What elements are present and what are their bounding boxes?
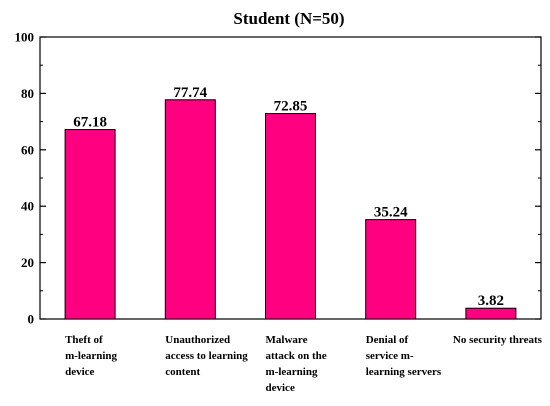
x-category-label-line: learning servers xyxy=(366,366,442,378)
data-label: 77.74 xyxy=(173,85,207,101)
x-category-label-line: Denial of xyxy=(366,334,409,346)
bar xyxy=(465,307,517,320)
x-category-label: Theft of m-learning device xyxy=(65,334,117,378)
data-label: 67.18 xyxy=(73,115,107,131)
x-category-label-line: device xyxy=(65,366,94,378)
bar xyxy=(265,113,316,320)
x-category-label: No security threats xyxy=(453,334,543,346)
x-category-label-line: attack on the xyxy=(266,350,327,362)
data-label: 35.24 xyxy=(374,205,408,221)
y-tick-label: 60 xyxy=(21,142,34,157)
x-category-label-line: device xyxy=(266,382,295,394)
y-tick-label: 20 xyxy=(21,255,34,270)
data-label: 3.82 xyxy=(478,293,504,309)
chart-title: Student (N=50) xyxy=(233,9,344,28)
x-category-label-line: content xyxy=(165,366,200,378)
y-tick-label: 80 xyxy=(21,86,34,101)
x-category-label-line: service m- xyxy=(366,350,414,362)
data-label: 72.85 xyxy=(274,99,308,115)
x-category-label: Denial of service m-learning servers xyxy=(366,334,442,378)
x-category-label-line: Theft of xyxy=(65,334,103,346)
y-tick-label: 0 xyxy=(28,312,35,327)
x-category-label-line: m-learning xyxy=(266,366,318,378)
x-category-label-line: No security threats xyxy=(453,334,543,346)
x-category-label-line: Unauthorized xyxy=(165,334,230,346)
x-category-label-line: m-learning xyxy=(65,350,117,362)
x-category-label-line: Malware xyxy=(266,334,308,346)
plot-area: 0 20 40 60 80 100 67.18 Theft of m-learning devic… xyxy=(15,30,543,395)
x-category-label-line: access to learning xyxy=(165,350,248,362)
y-tick-label: 40 xyxy=(21,199,34,214)
x-category-label: Unauthorized access to learning content xyxy=(165,334,248,378)
x-category-label: Malware attack on the m-learning device xyxy=(266,334,327,394)
y-tick-label: 100 xyxy=(15,30,35,45)
bar xyxy=(64,129,116,320)
bar xyxy=(164,99,216,320)
bar xyxy=(365,219,417,320)
